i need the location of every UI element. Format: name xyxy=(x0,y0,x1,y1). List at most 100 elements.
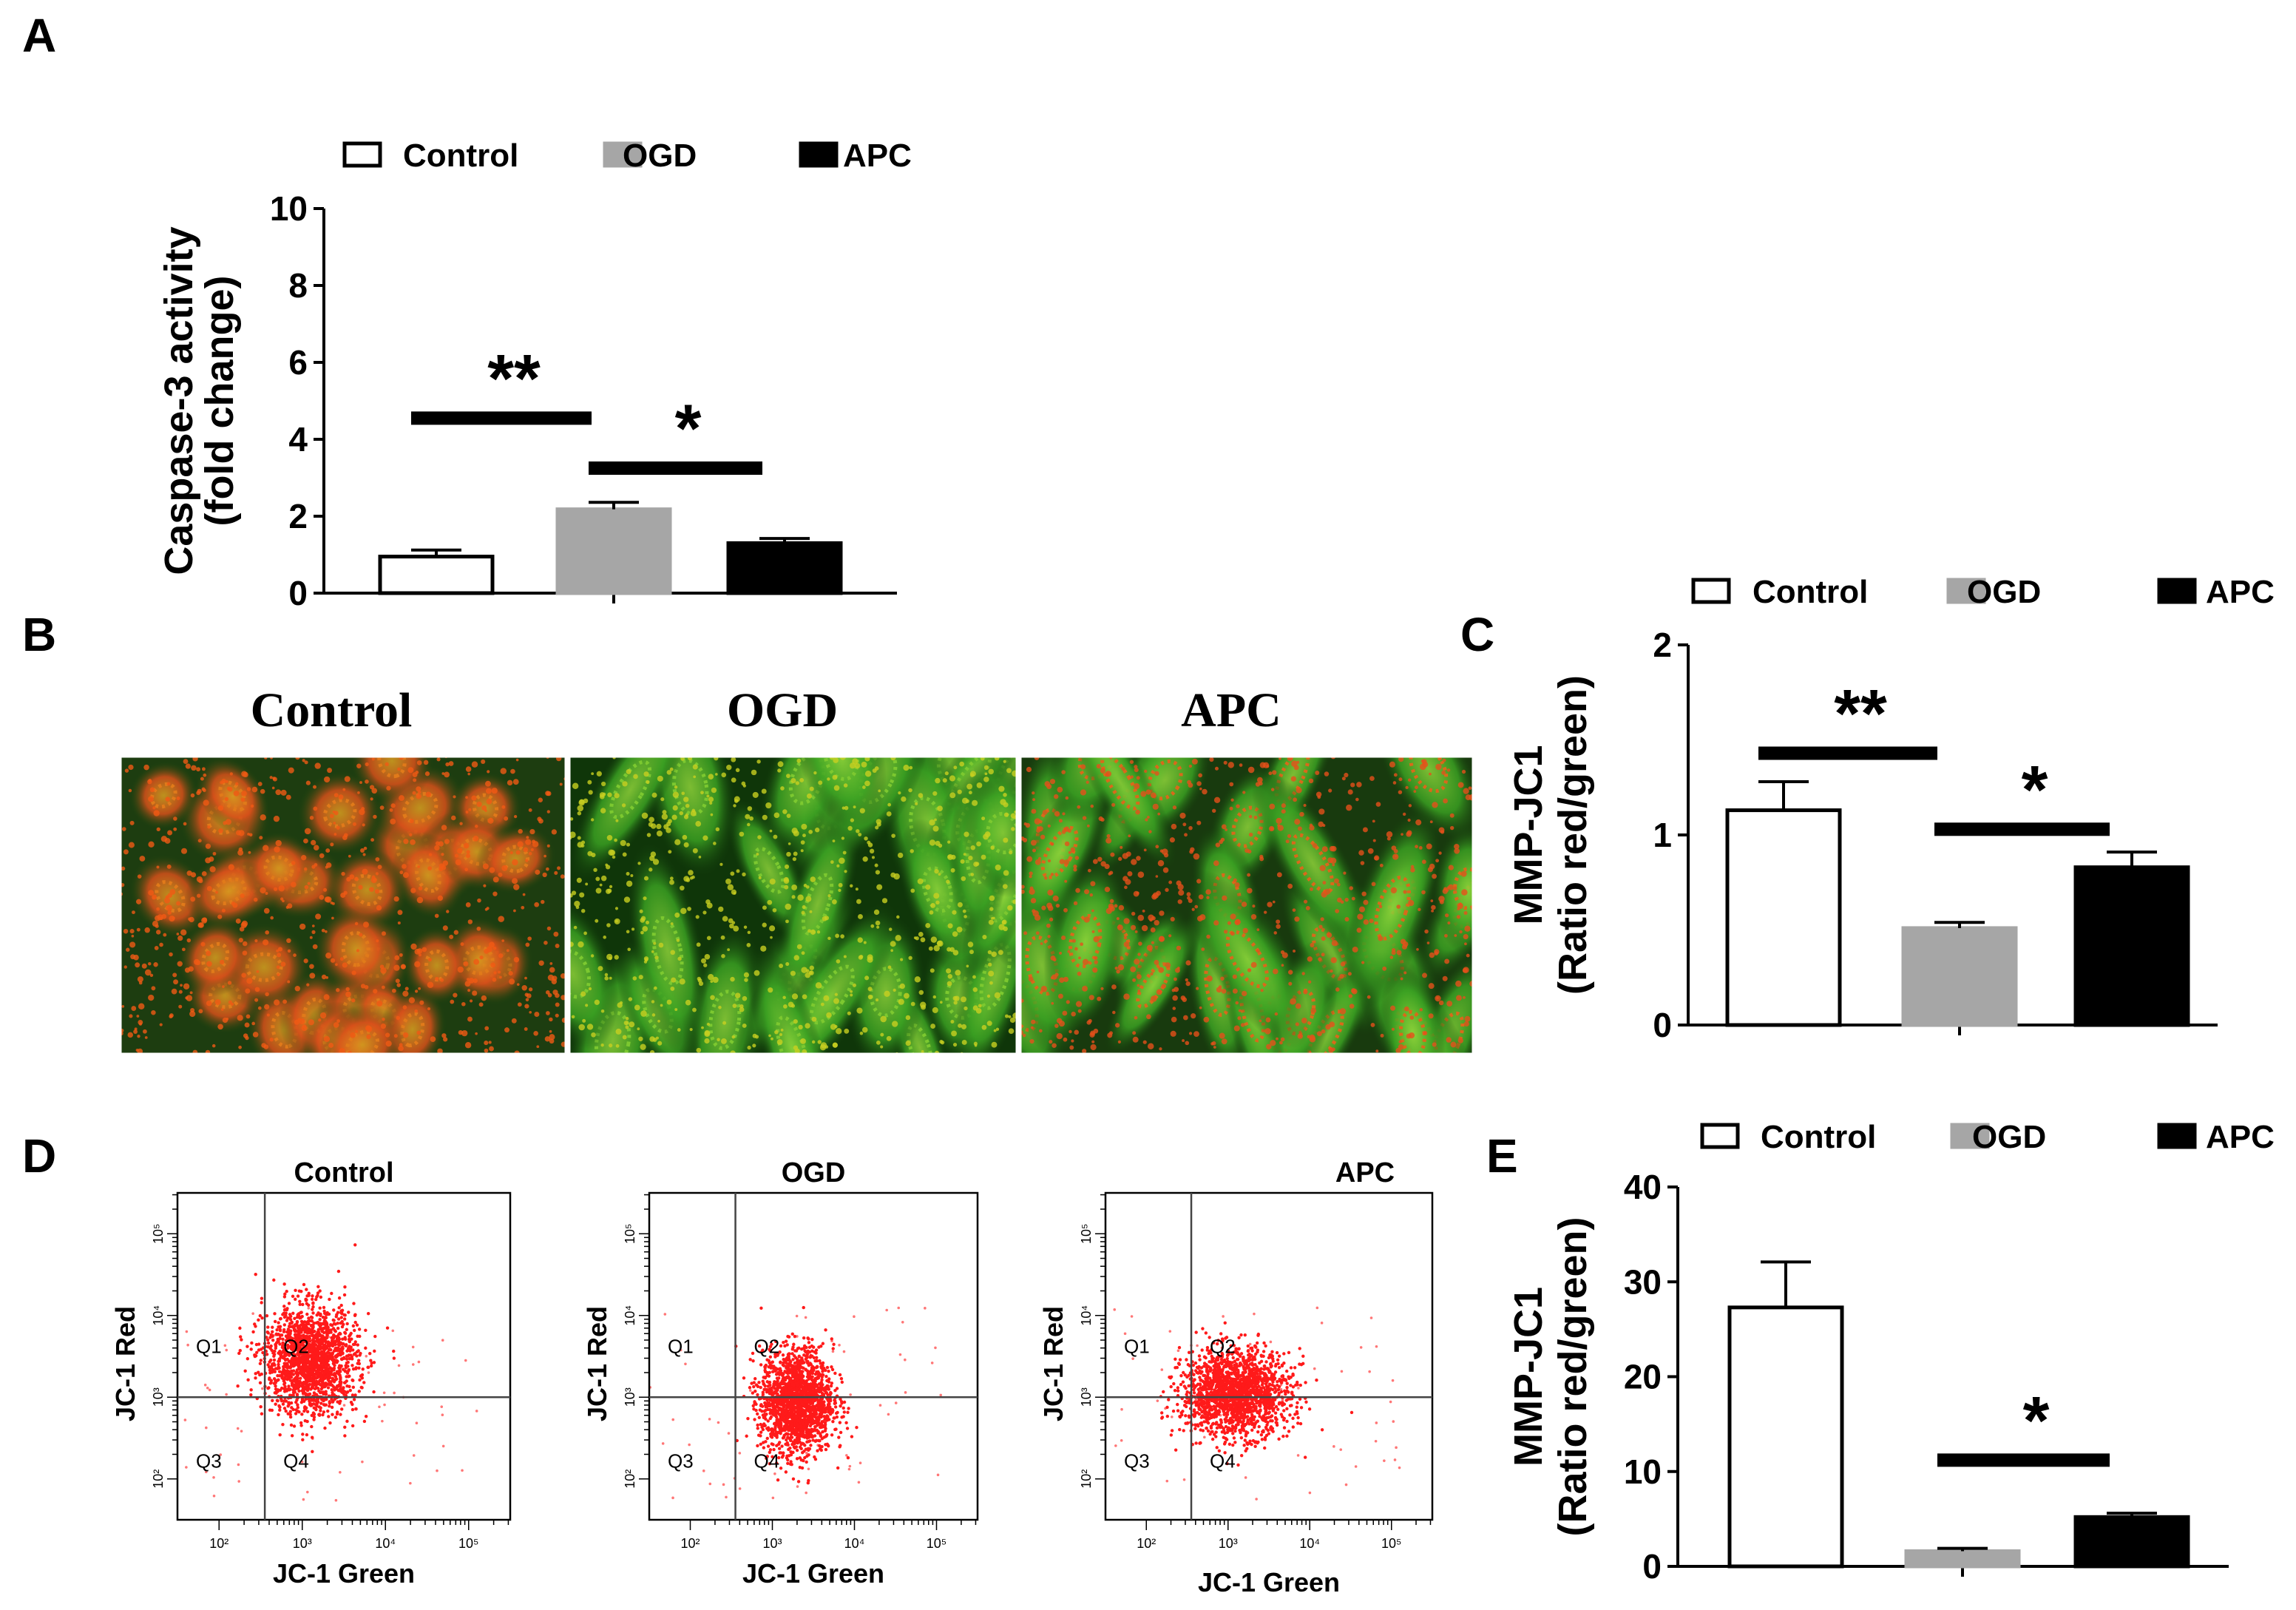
mitochondria-dot xyxy=(1297,826,1302,831)
mitochondria-dot xyxy=(932,1007,938,1013)
event-dot xyxy=(284,1364,288,1369)
mitochondria-dot xyxy=(1438,896,1445,902)
event-dot xyxy=(293,1316,297,1320)
mitochondria-dot xyxy=(203,773,207,777)
event-dot xyxy=(314,1321,319,1325)
mitochondria-dot xyxy=(402,1005,407,1009)
mitochondria-dot xyxy=(354,921,359,926)
mitochondria-dot xyxy=(998,785,1005,792)
event-dot xyxy=(268,1408,272,1412)
mitochondria-dot xyxy=(949,775,956,782)
mitochondria-dot xyxy=(849,762,856,769)
bar-e-apc xyxy=(2073,1515,2190,1569)
mitochondria-dot xyxy=(1349,886,1353,890)
mitochondria-dot xyxy=(512,878,518,885)
mitochondria-dot xyxy=(1009,850,1013,855)
mitochondria-dot xyxy=(1372,819,1375,823)
cell-ring xyxy=(1069,913,1103,969)
mitochondria-dot xyxy=(203,799,209,806)
mitochondria-dot xyxy=(944,771,949,776)
event-dot xyxy=(373,1349,376,1353)
mitochondria-dot xyxy=(464,1042,472,1049)
mitochondria-dot xyxy=(989,981,993,985)
mitochondria-dot xyxy=(1232,988,1238,994)
mitochondria-dot xyxy=(1321,936,1326,941)
mitochondria-dot xyxy=(484,1048,489,1053)
cell xyxy=(1104,915,1202,1054)
y-tick-label-c: 1 xyxy=(1653,816,1672,854)
mitochondria-dot xyxy=(465,853,471,859)
mitochondria-dot xyxy=(546,867,549,871)
mitochondria-dot xyxy=(786,814,791,819)
mitochondria-dot xyxy=(733,892,736,895)
event-dot xyxy=(268,1376,271,1380)
mitochondria-dot xyxy=(1003,812,1009,817)
cell xyxy=(196,757,269,836)
event-dot xyxy=(274,1333,277,1337)
mitochondria-dot xyxy=(657,775,663,782)
mitochondria-dot xyxy=(186,938,192,943)
mitochondria-dot xyxy=(1256,949,1260,953)
event-dot xyxy=(296,1406,300,1410)
cell-ring xyxy=(1040,825,1079,879)
mitochondria-dot xyxy=(1464,925,1471,932)
mitochondria-dot xyxy=(1344,772,1349,778)
mitochondria-dot xyxy=(560,874,565,879)
y-axis-title-line1-e: MMP-JC1 xyxy=(1506,1287,1551,1467)
event-dot xyxy=(261,1387,264,1390)
mitochondria-dot xyxy=(325,975,329,979)
mitochondria-dot xyxy=(934,869,939,874)
mitochondria-dot xyxy=(546,926,552,931)
event-dot xyxy=(345,1371,350,1375)
mitochondria-dot xyxy=(1369,919,1374,924)
mitochondria-dot xyxy=(1178,890,1185,896)
mitochondria-dot xyxy=(783,878,790,884)
mitochondria-dot xyxy=(1006,768,1012,774)
mitochondria-dot xyxy=(1430,899,1434,902)
mitochondria-dot xyxy=(508,970,513,976)
micrograph-label-apc: APC xyxy=(1181,683,1281,737)
mitochondria-dot xyxy=(311,930,316,934)
mitochondria-dot xyxy=(1123,936,1128,940)
mitochondria-dot xyxy=(838,882,843,887)
mitochondria-dot xyxy=(1106,833,1111,839)
mitochondria-dot xyxy=(792,856,797,862)
mitochondria-dot xyxy=(1036,970,1040,974)
mitochondria-dot xyxy=(709,801,713,805)
mitochondria-dot xyxy=(808,830,813,834)
mitochondria-dot xyxy=(427,1007,431,1011)
mitochondria-dot xyxy=(481,759,486,764)
mitochondria-dot xyxy=(685,803,690,808)
mitochondria-dot xyxy=(330,958,336,963)
event-dot xyxy=(309,1371,314,1376)
mitochondria-dot xyxy=(1264,1028,1271,1035)
mitochondria-dot xyxy=(840,934,844,938)
mitochondria-dot xyxy=(788,1001,794,1008)
event-dot xyxy=(312,1418,316,1421)
event-dot xyxy=(314,1407,317,1410)
mitochondria-dot xyxy=(757,835,762,839)
mitochondria-dot xyxy=(177,935,183,941)
event-dot xyxy=(270,1369,274,1373)
event-dot xyxy=(274,1384,277,1388)
mitochondria-dot xyxy=(1435,995,1441,1002)
event-dot xyxy=(287,1384,291,1388)
mitochondria-dot xyxy=(1434,949,1440,955)
mitochondria-dot xyxy=(726,765,732,771)
event-dot xyxy=(304,1364,308,1367)
mitochondria-dot xyxy=(920,937,926,943)
mitochondria-dot xyxy=(348,854,351,858)
event-dot xyxy=(351,1407,355,1412)
mitochondria-dot xyxy=(121,1004,125,1008)
cell-ring xyxy=(1291,833,1335,894)
cell-ring xyxy=(377,757,407,779)
mitochondria-dot xyxy=(1074,856,1080,860)
event-dot xyxy=(322,1344,326,1348)
mitochondria-dot xyxy=(654,986,657,990)
event-dot xyxy=(310,1377,314,1381)
event-dot xyxy=(362,1419,367,1424)
mitochondria-dot xyxy=(1191,758,1198,765)
mitochondria-dot xyxy=(1203,1016,1210,1023)
mitochondria-dot xyxy=(1281,803,1286,808)
